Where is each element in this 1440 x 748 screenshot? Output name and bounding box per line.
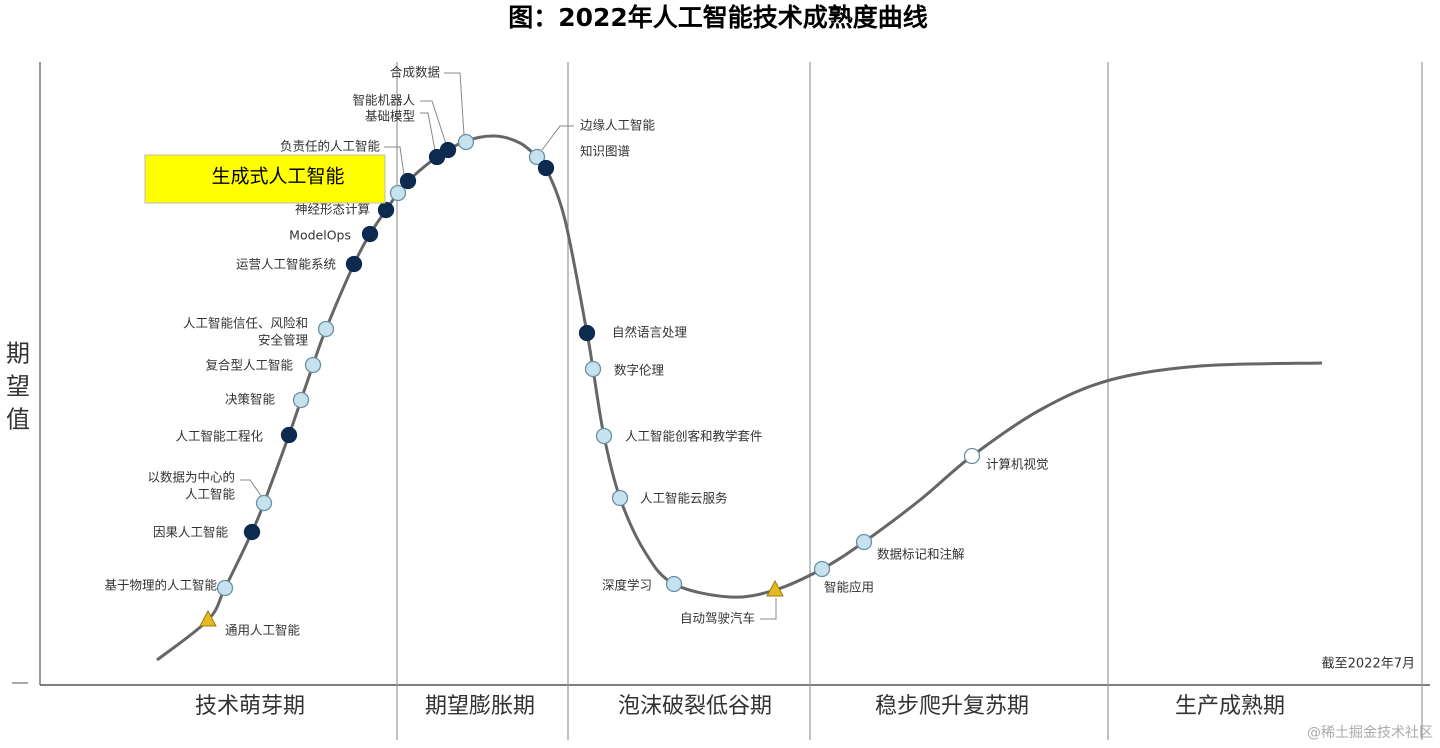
y-axis-label: 期 [6,340,30,368]
triangle-marker [199,609,217,627]
point-marker [611,489,629,507]
note: 截至2022年7月 [1322,657,1415,672]
point-marker [243,523,261,541]
point-label: 人工智能工程化 [175,429,263,444]
point-label: 人工智能云服务 [640,491,728,506]
point-marker [292,391,310,409]
title: 图：2022年人工智能技术成熟度曲线 [508,3,928,32]
point-marker [537,159,555,177]
point-marker [280,426,298,444]
point-label: 人工智能信任、风险和 [183,316,308,331]
point-label: 数字伦理 [614,363,665,378]
point-marker [813,560,831,578]
point-label: 计算机视觉 [986,457,1049,472]
leader-line [760,598,777,620]
watermark: @稀土掘金技术社区 [1307,725,1433,741]
point-marker [855,533,873,551]
triangle-marker [766,579,784,597]
point-label: 神经形态计算 [295,202,370,217]
point-label: 深度学习 [602,578,652,593]
point-label: 智能机器人 [352,93,415,108]
point-label: 运营人工智能系统 [236,257,336,272]
point-label: ModelOps [289,228,351,243]
point-marker [665,575,683,593]
point-marker [457,133,475,151]
phase-label: 泡沫破裂低谷期 [618,694,772,719]
point-label: 安全管理 [258,333,309,348]
point-marker [595,427,613,445]
point-label: 通用人工智能 [225,623,301,638]
point-label: 负责任的人工智能 [280,139,381,154]
phase-label: 稳步爬升复苏期 [875,694,1029,719]
point-marker [377,201,395,219]
point-marker [345,255,363,273]
highlight-box [144,154,386,204]
point-label: 以数据为中心的 [147,470,235,485]
point-label: 基于物理的人工智能 [104,578,217,593]
point-label: 智能应用 [824,580,874,595]
point-label: 知识图谱 [580,144,630,159]
point-label: 人工智能创客和教学套件 [625,429,763,444]
point-marker [439,141,457,159]
point-marker [528,148,546,166]
point-marker [255,494,273,512]
point-label: 自动驾驶汽车 [680,611,755,626]
phase-label: 期望膨胀期 [425,694,535,719]
leader-line [444,72,465,136]
point-label: 数据标记和注解 [877,547,965,562]
point-label: 基础模型 [365,109,415,124]
point-marker [389,184,407,202]
leader-line [384,146,405,176]
point-label: 合成数据 [390,65,440,80]
point-label: 因果人工智能 [153,525,229,540]
point-label: 复合型人工智能 [205,358,293,373]
leader-line [541,125,574,151]
leader-line [420,112,436,151]
highlight-label: 生成式人工智能 [211,166,344,188]
point-marker [304,356,322,374]
point-marker [317,320,335,338]
point-marker [399,172,417,190]
point-marker [584,360,602,378]
point-marker [578,324,596,342]
y-axis-label: 值 [6,406,30,434]
leader-line [420,100,447,145]
leader-line [240,479,263,498]
phase-label: 生产成熟期 [1175,694,1285,719]
point-label: 人工智能 [185,487,236,502]
point-label: 边缘人工智能 [580,118,656,133]
y-axis-label: 望 [6,373,30,401]
point-label: 自然语言处理 [612,325,688,340]
point-label: 决策智能 [225,392,276,407]
phase-label: 技术萌芽期 [195,694,305,719]
point-marker [216,579,234,597]
point-marker [361,225,379,243]
point-marker [963,447,981,465]
